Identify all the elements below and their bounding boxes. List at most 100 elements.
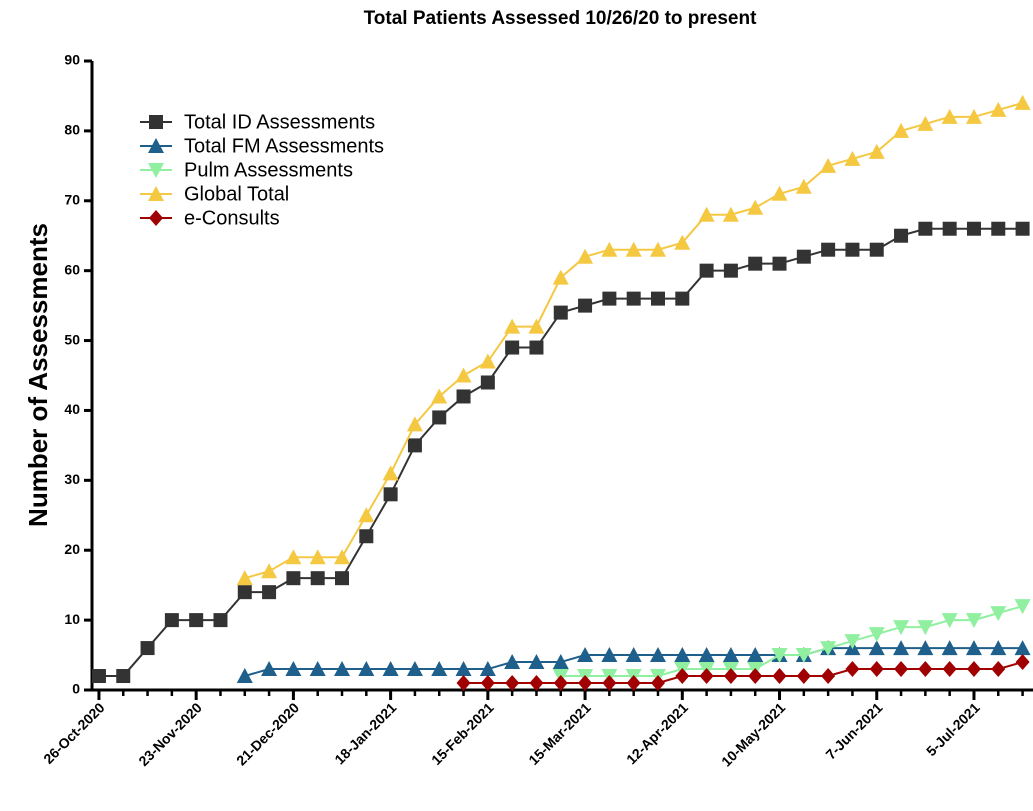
y-tick-label: 20 bbox=[64, 541, 80, 557]
legend-marker bbox=[149, 115, 163, 129]
marker bbox=[578, 675, 593, 692]
marker bbox=[868, 640, 885, 656]
marker bbox=[649, 241, 666, 257]
y-axis-label: Number of Assessments bbox=[23, 223, 53, 527]
marker bbox=[917, 640, 934, 656]
marker bbox=[675, 668, 690, 685]
marker bbox=[456, 675, 471, 692]
marker bbox=[382, 661, 399, 677]
marker bbox=[358, 507, 375, 523]
marker bbox=[335, 571, 350, 586]
marker bbox=[552, 654, 569, 670]
marker bbox=[625, 647, 642, 663]
legend-marker bbox=[148, 138, 164, 153]
marker bbox=[309, 661, 326, 677]
marker bbox=[310, 571, 325, 586]
marker bbox=[893, 640, 910, 656]
marker bbox=[674, 647, 691, 663]
marker bbox=[820, 157, 837, 173]
marker bbox=[504, 654, 521, 670]
marker bbox=[431, 388, 448, 404]
marker bbox=[722, 206, 739, 222]
marker bbox=[431, 661, 448, 677]
marker bbox=[334, 549, 351, 565]
marker bbox=[116, 669, 131, 684]
marker bbox=[479, 661, 496, 677]
marker bbox=[723, 668, 738, 685]
marker bbox=[942, 221, 957, 236]
marker bbox=[285, 661, 302, 677]
marker bbox=[991, 221, 1006, 236]
marker bbox=[213, 613, 228, 628]
marker bbox=[795, 648, 812, 664]
series-line bbox=[463, 661, 1023, 685]
marker bbox=[480, 375, 495, 390]
marker bbox=[747, 199, 764, 215]
marker bbox=[942, 661, 957, 678]
marker bbox=[359, 529, 374, 544]
series-line bbox=[98, 227, 1023, 678]
marker bbox=[382, 465, 399, 481]
marker bbox=[844, 150, 861, 166]
marker bbox=[140, 641, 155, 656]
marker bbox=[772, 668, 787, 685]
marker bbox=[236, 668, 253, 684]
series-line bbox=[244, 101, 1023, 580]
marker bbox=[505, 675, 520, 692]
marker bbox=[358, 661, 375, 677]
marker bbox=[868, 627, 885, 643]
marker bbox=[529, 340, 544, 355]
marker bbox=[406, 416, 423, 432]
marker bbox=[626, 675, 641, 692]
marker bbox=[528, 654, 545, 670]
x-tick-label: 5-Jul-2021 bbox=[923, 699, 983, 759]
marker bbox=[821, 242, 836, 257]
marker bbox=[869, 661, 884, 678]
x-tick-label: 10-May-2021 bbox=[718, 699, 788, 769]
marker bbox=[553, 675, 568, 692]
marker bbox=[941, 108, 958, 124]
y-tick-label: 10 bbox=[64, 611, 80, 627]
marker bbox=[893, 620, 910, 636]
marker bbox=[650, 291, 665, 306]
marker bbox=[991, 661, 1006, 678]
marker bbox=[189, 613, 204, 628]
marker bbox=[601, 241, 618, 257]
marker bbox=[286, 571, 301, 586]
x-tick-label: 21-Dec-2020 bbox=[233, 699, 302, 768]
marker bbox=[432, 410, 447, 425]
x-tick-label: 23-Nov-2020 bbox=[135, 699, 205, 769]
marker bbox=[941, 613, 958, 629]
marker bbox=[990, 101, 1007, 117]
legend-label: e-Consults bbox=[184, 207, 280, 229]
marker bbox=[965, 108, 982, 124]
marker bbox=[626, 291, 641, 306]
marker bbox=[261, 661, 278, 677]
marker bbox=[92, 669, 106, 684]
marker bbox=[1015, 654, 1030, 671]
marker bbox=[578, 298, 593, 313]
legend-label: Pulm Assessments bbox=[184, 159, 353, 181]
marker bbox=[722, 647, 739, 663]
marker bbox=[505, 340, 520, 355]
marker bbox=[723, 263, 738, 278]
marker bbox=[236, 570, 253, 586]
marker bbox=[577, 248, 594, 264]
marker bbox=[602, 675, 617, 692]
marker bbox=[456, 389, 471, 404]
marker bbox=[894, 228, 909, 243]
marker bbox=[480, 675, 495, 692]
marker bbox=[529, 675, 544, 692]
marker bbox=[748, 256, 763, 271]
marker bbox=[844, 634, 861, 650]
marker bbox=[698, 647, 715, 663]
legend-label: Total ID Assessments bbox=[184, 111, 375, 133]
marker bbox=[552, 269, 569, 285]
marker bbox=[1014, 640, 1031, 656]
legend-marker bbox=[148, 186, 164, 201]
marker bbox=[455, 367, 472, 383]
marker bbox=[772, 256, 787, 271]
marker bbox=[966, 661, 981, 678]
